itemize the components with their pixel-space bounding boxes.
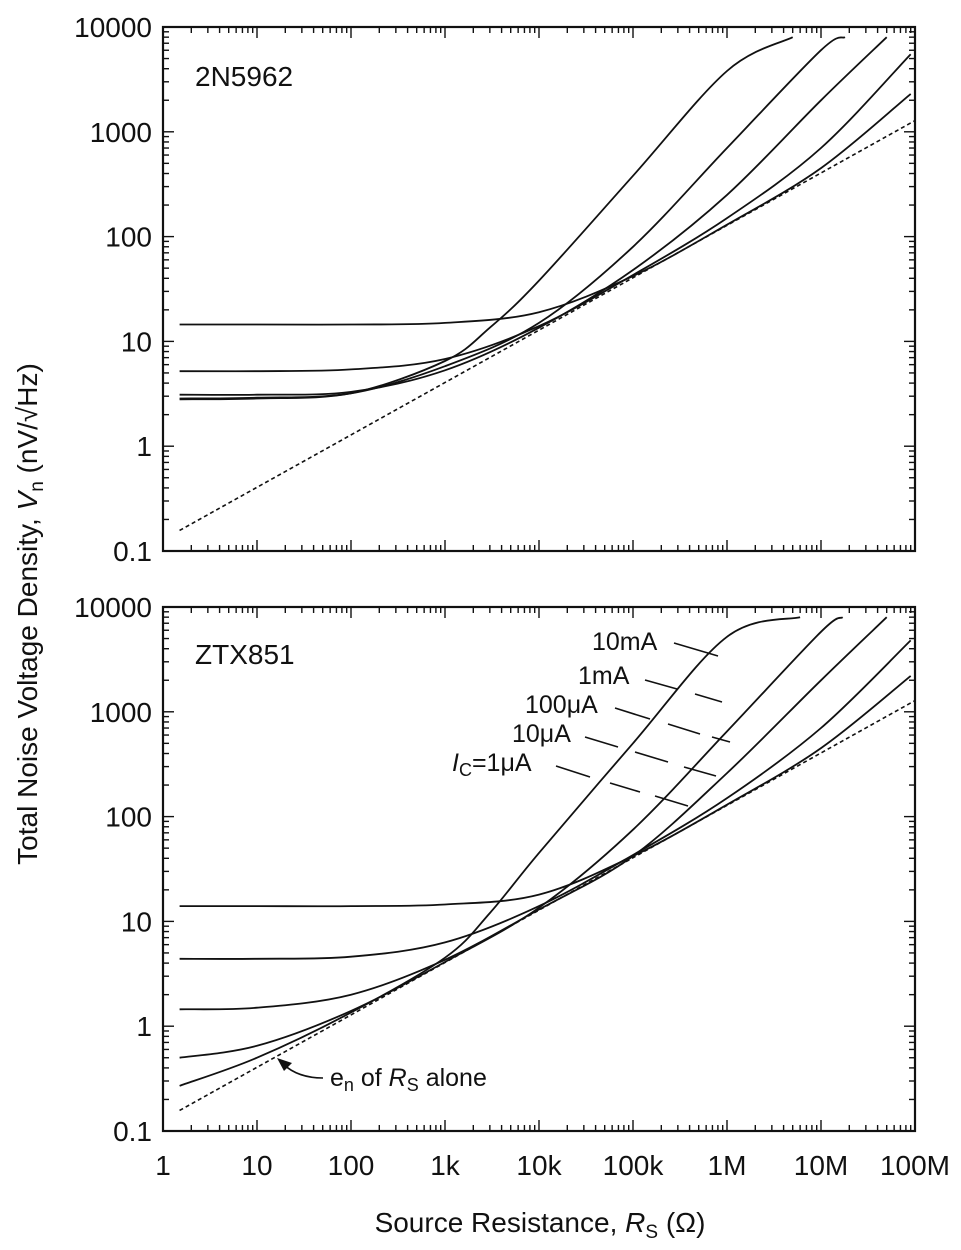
label-ic-1uA: IC=1μA (452, 749, 532, 780)
panel-title-ztx851: ZTX851 (195, 639, 295, 670)
panel-ztx851: ZTX851 0.1 1 10 100 1000 10000 10mA 1mA 100μA… (74, 592, 917, 1147)
leader-10uA-b (634, 751, 669, 763)
series-line (179, 675, 912, 908)
y-title-prefix: Total Noise Voltage Density, (12, 510, 43, 864)
y-tick-label: 10 (121, 906, 152, 937)
plot-frame-bottom (161, 605, 917, 1133)
leader-10uA-a (584, 736, 619, 748)
y-tick-label: 1000 (90, 697, 152, 728)
curves-bottom (179, 616, 912, 1087)
y-tick-label: 0.1 (113, 536, 152, 567)
leader-10uA-c (683, 766, 717, 777)
ref-label-r: R (389, 1064, 407, 1092)
label-10uA: 10μA (512, 720, 571, 748)
ticks-bottom (162, 607, 915, 1132)
leader-1uA-a (555, 765, 591, 778)
y-tick-label: 10 (121, 326, 152, 357)
x-tick-label: 1k (430, 1150, 461, 1181)
y-tick-label: 0.1 (113, 1116, 152, 1147)
y-tick-label: 100 (105, 222, 152, 253)
ref-label-mid: of (354, 1064, 389, 1092)
reference-arrowhead (277, 1058, 292, 1071)
x-title-suffix: (Ω) (658, 1207, 705, 1238)
ticks-top (162, 27, 915, 552)
y-tick-label: 1000 (90, 117, 152, 148)
ref-label-r-sub: S (407, 1075, 419, 1095)
x-title-prefix: Source Resistance, (375, 1207, 626, 1238)
label-10mA: 10mA (592, 628, 658, 656)
leader-1mA-b (694, 693, 723, 703)
leader-100uA-b (667, 723, 701, 735)
panel-2n5962: 2N5962 0.1 1 10 100 1000 10000 (74, 12, 917, 567)
leader-10mA (673, 642, 719, 657)
series-line (179, 53, 912, 373)
x-tick-label: 100M (880, 1150, 950, 1181)
reference-line-top (179, 119, 916, 532)
plot-frame-top (161, 25, 917, 553)
y-tick-label: 10000 (74, 592, 152, 623)
x-tick-label: 10M (794, 1150, 848, 1181)
series-line (179, 616, 888, 1011)
curves-top (179, 36, 912, 401)
label-ic-sub: C (459, 760, 472, 780)
x-tick-label: 10k (516, 1150, 562, 1181)
panel-title-2n5962: 2N5962 (195, 61, 293, 92)
y-tick-labels-top: 0.1 1 10 100 1000 10000 (74, 12, 152, 567)
y-title-var: V (12, 489, 43, 510)
label-ic-var: I (452, 749, 459, 777)
reference-line (179, 119, 916, 532)
series-line (179, 616, 801, 1087)
series-line (179, 36, 846, 400)
y-tick-label: 10000 (74, 12, 152, 43)
curve-labels: 10mA 1mA 100μA 10μA IC=1μA (452, 628, 731, 807)
ref-label-e: e (330, 1064, 344, 1092)
y-axis-title: Total Noise Voltage Density, Vn (nV/√Hz) (12, 363, 48, 865)
leader-100uA-a (614, 707, 651, 720)
ref-label-suffix: alone (419, 1064, 487, 1092)
x-axis-title: Source Resistance, RS (Ω) (375, 1207, 706, 1243)
y-tick-label: 1 (136, 431, 152, 462)
x-title-sub: S (645, 1222, 658, 1243)
x-tick-label: 1 (155, 1150, 171, 1181)
reference-label: en of RS alone (330, 1064, 487, 1095)
reference-annotation: en of RS alone (277, 1058, 487, 1095)
leader-100uA-c (711, 736, 731, 743)
y-tick-label: 100 (105, 802, 152, 833)
label-1mA: 1mA (578, 662, 630, 690)
x-tick-labels: 1 10 100 1k 10k 100k 1M 10M 100M (155, 1150, 950, 1181)
y-tick-label: 1 (136, 1011, 152, 1042)
x-tick-label: 1M (708, 1150, 747, 1181)
x-tick-label: 100k (603, 1150, 665, 1181)
series-line (179, 639, 912, 960)
series-line (179, 93, 912, 326)
x-tick-label: 10 (241, 1150, 272, 1181)
ref-label-e-sub: n (344, 1075, 354, 1095)
x-tick-label: 100 (328, 1150, 375, 1181)
leader-1mA-a (644, 679, 678, 690)
label-100uA: 100μA (525, 691, 598, 719)
y-tick-labels-bottom: 0.1 1 10 100 1000 10000 (74, 592, 152, 1147)
y-title-suffix: (nV/√Hz) (12, 363, 43, 481)
label-ic-value: =1μA (472, 749, 532, 777)
leader-1uA-c (654, 795, 689, 807)
y-title-sub: n (27, 481, 48, 492)
x-title-var: R (625, 1207, 645, 1238)
leader-1uA-b (609, 782, 641, 793)
reference-arrow-line (282, 1063, 324, 1079)
series-line (179, 616, 844, 1059)
